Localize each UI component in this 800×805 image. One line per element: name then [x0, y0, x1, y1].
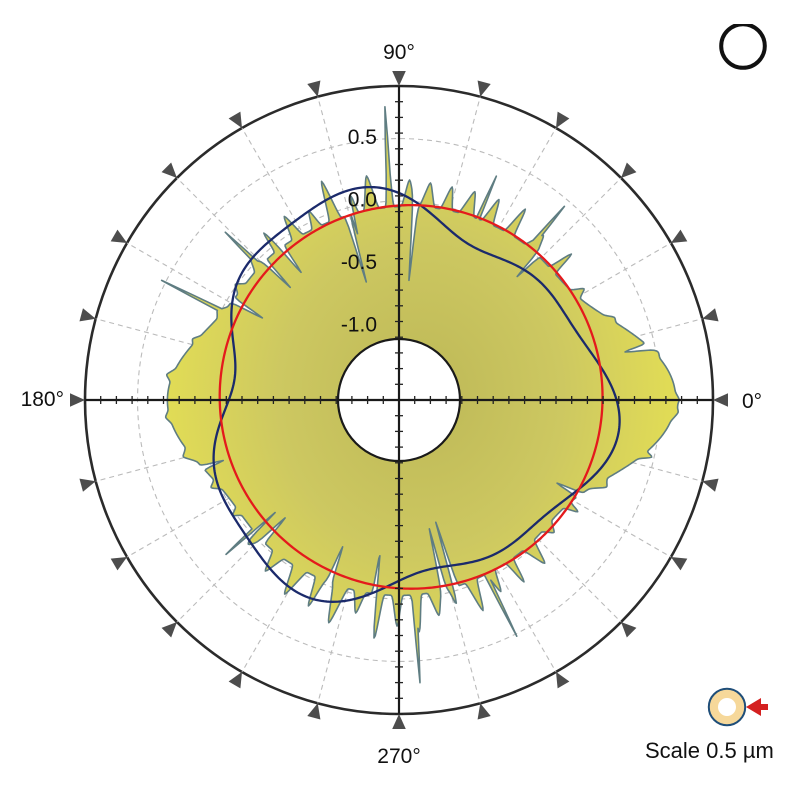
- svg-text:0.0: 0.0: [348, 189, 377, 212]
- svg-text:-0.5: -0.5: [341, 251, 377, 274]
- svg-text:-1.0: -1.0: [341, 314, 377, 337]
- svg-text:0.5: 0.5: [348, 126, 377, 149]
